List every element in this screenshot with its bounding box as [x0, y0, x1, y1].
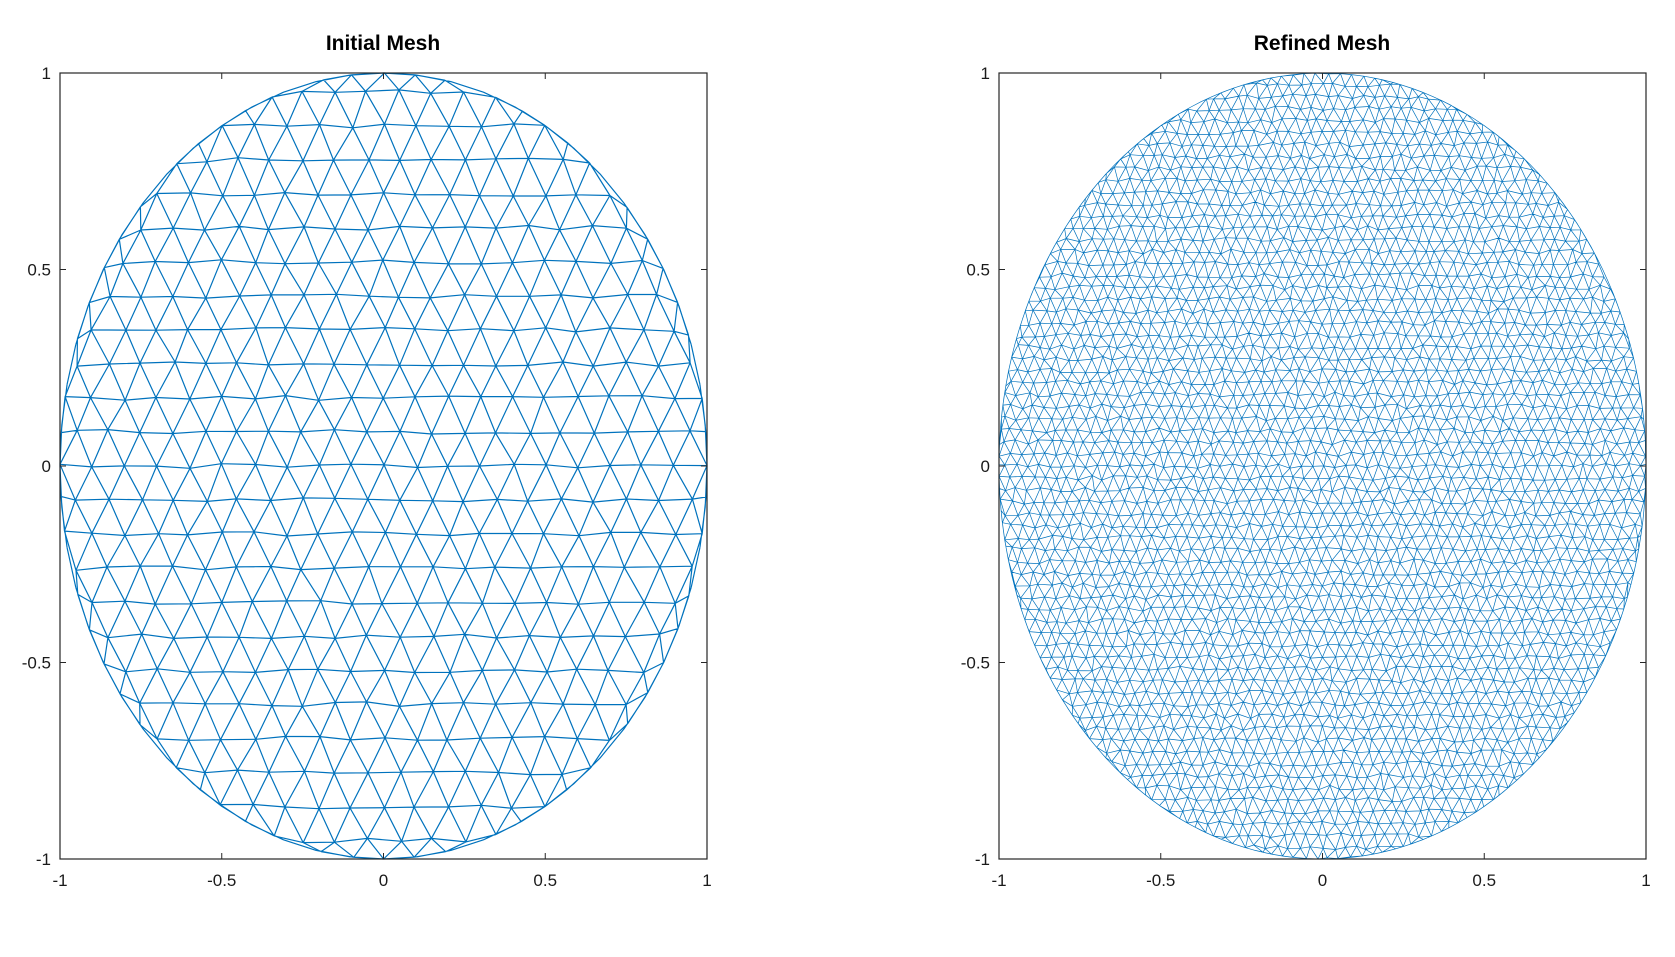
axis-ticks: -1 -0.5 0 0.5 1 -1 -0.5 0 0.5 1: [961, 64, 1651, 890]
x-tick-label: -1: [991, 871, 1006, 890]
initial-mesh-panel: Initial Mesh -1 -0.5 0 0.5 1 -1 -0.5 0 0.5 1: [22, 32, 712, 890]
axis-ticks: -1 -0.5 0 0.5 1 -1 -0.5 0 0.5 1: [22, 64, 712, 890]
mesh-triangle-edges: [59, 72, 708, 860]
y-tick-label: 1: [981, 64, 990, 83]
y-tick-label: 0.5: [966, 261, 990, 280]
x-tick-label: 0.5: [533, 871, 557, 890]
x-tick-label: -0.5: [207, 871, 236, 890]
y-tick-label: -0.5: [961, 654, 990, 673]
y-tick-label: 0: [42, 457, 51, 476]
x-tick-label: 1: [702, 871, 711, 890]
x-tick-label: -1: [52, 871, 67, 890]
mesh-edges: [998, 72, 1647, 860]
refined-mesh-panel: Refined Mesh -1 -0.5 0 0.5 1 -1 -0.5 0 0.5 1: [961, 32, 1651, 890]
chart-title: Refined Mesh: [1254, 32, 1391, 55]
mesh-edges: [59, 72, 708, 860]
mesh-triangle-edges: [998, 72, 1647, 860]
x-tick-label: 0.5: [1472, 871, 1496, 890]
y-tick-label: -1: [975, 850, 990, 869]
y-tick-label: -0.5: [22, 654, 51, 673]
y-tick-label: 0: [981, 457, 990, 476]
y-tick-label: -1: [36, 850, 51, 869]
x-tick-label: -0.5: [1146, 871, 1175, 890]
y-tick-label: 0.5: [27, 261, 51, 280]
y-tick-label: 1: [42, 64, 51, 83]
chart-title: Initial Mesh: [326, 32, 440, 55]
x-tick-label: 1: [1641, 871, 1650, 890]
x-tick-label: 0: [379, 871, 388, 890]
x-tick-label: 0: [1318, 871, 1327, 890]
